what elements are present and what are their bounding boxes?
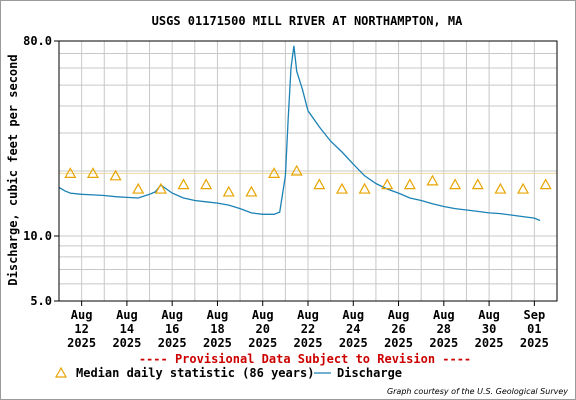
legend-median-triangle-icon xyxy=(54,366,68,378)
x-tick-label: 12 xyxy=(74,322,88,336)
x-tick-label: 2025 xyxy=(248,336,277,350)
median-point xyxy=(177,178,190,190)
x-tick-label: Aug xyxy=(478,308,500,322)
x-tick-label: 2025 xyxy=(203,336,232,350)
x-tick-label: 18 xyxy=(210,322,224,336)
median-point xyxy=(268,167,281,178)
x-tick-label: 2025 xyxy=(67,336,96,350)
median-point xyxy=(200,178,213,190)
median-point xyxy=(86,167,99,178)
x-tick-label: 22 xyxy=(301,322,315,336)
median-point xyxy=(64,167,77,178)
x-tick-label: Aug xyxy=(388,308,410,322)
median-point xyxy=(132,182,145,194)
median-point xyxy=(335,182,348,194)
median-point xyxy=(517,182,530,194)
provisional-note: ---- Provisional Data Subject to Revisio… xyxy=(139,352,471,366)
y-tick-label: 80.0 xyxy=(23,34,52,48)
median-point xyxy=(449,178,462,190)
legend-median-label: Median daily statistic (86 years) xyxy=(76,366,314,380)
discharge-line xyxy=(58,45,541,222)
x-tick-label: 2025 xyxy=(294,336,323,350)
x-tick-label: 2025 xyxy=(384,336,413,350)
x-tick-label: 14 xyxy=(120,322,134,336)
median-point xyxy=(313,178,326,190)
legend: Median daily statistic (86 years) Discha… xyxy=(54,366,402,380)
x-tick-label: Aug xyxy=(297,308,319,322)
x-tick-label: 2025 xyxy=(112,336,141,350)
courtesy-note: Graph courtesy of the U.S. Geological Su… xyxy=(387,387,568,396)
x-tick-label: Aug xyxy=(71,308,93,322)
median-point xyxy=(290,164,303,176)
x-tick-label: 2025 xyxy=(475,336,504,350)
x-tick-label: Aug xyxy=(161,308,183,322)
x-tick-label: 2025 xyxy=(158,336,187,350)
y-axis-label: Discharge, cubic feet per second xyxy=(6,54,20,285)
median-point xyxy=(222,185,235,197)
y-tick-label: 5.0 xyxy=(30,294,52,308)
x-tick-label: 16 xyxy=(165,322,179,336)
x-tick-label: Aug xyxy=(116,308,138,322)
x-tick-label: Aug xyxy=(433,308,455,322)
y-tick-label: 10.0 xyxy=(23,229,52,243)
x-tick-label: Aug xyxy=(342,308,364,322)
median-point xyxy=(109,169,122,181)
median-point xyxy=(426,174,439,186)
median-point xyxy=(381,178,394,190)
median-point xyxy=(154,182,167,194)
x-tick-label: 20 xyxy=(256,322,270,336)
median-point xyxy=(403,178,416,190)
x-tick-label: 2025 xyxy=(429,336,458,350)
legend-discharge-label: Discharge xyxy=(337,366,402,380)
x-tick-label: 2025 xyxy=(339,336,368,350)
x-tick-label: 01 xyxy=(527,322,541,336)
median-point xyxy=(494,182,507,194)
x-tick-label: Sep xyxy=(524,308,546,322)
median-point xyxy=(358,182,371,194)
x-tick-label: 2025 xyxy=(520,336,549,350)
x-tick-label: Aug xyxy=(207,308,229,322)
x-tick-label: 28 xyxy=(437,322,451,336)
x-tick-label: Aug xyxy=(252,308,274,322)
median-point xyxy=(471,178,484,190)
chart-title: USGS 01171500 MILL RIVER AT NORTHAMPTON,… xyxy=(152,14,463,28)
median-point xyxy=(245,185,258,197)
x-tick-label: 26 xyxy=(391,322,405,336)
median-point xyxy=(539,178,552,190)
x-tick-label: 30 xyxy=(482,322,496,336)
x-tick-label: 24 xyxy=(346,322,360,336)
plot-area: 5.010.080.0Aug122025Aug142025Aug162025Au… xyxy=(23,34,558,350)
